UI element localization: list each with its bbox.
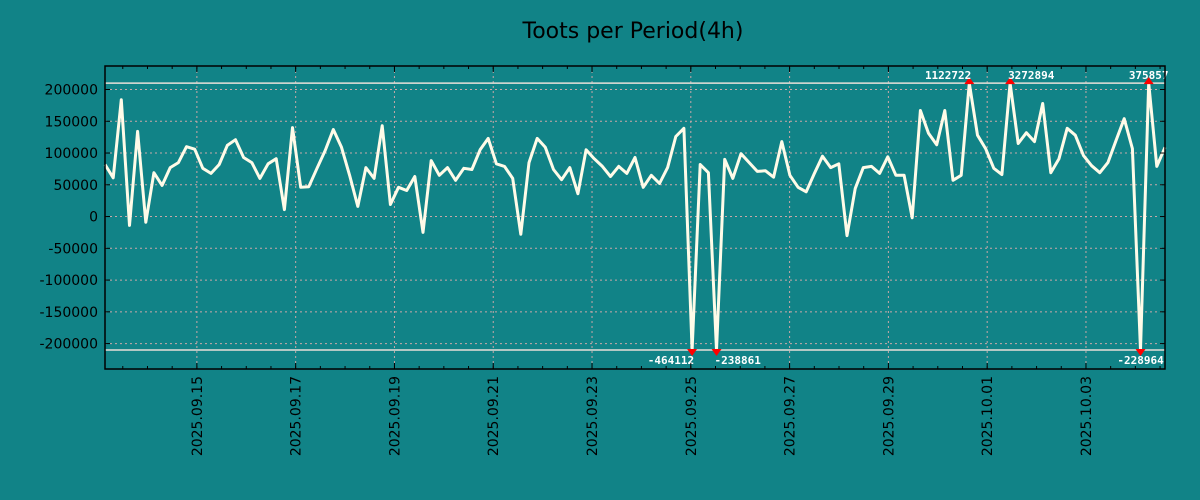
outlier-markers: -464112 -238861 1122722 3272894 -228964 37585…	[104, 69, 1169, 367]
outlier-label: -238861	[715, 354, 762, 367]
outlier-marker-up	[964, 77, 975, 85]
y-tick-label: -100000	[40, 273, 99, 289]
x-tick-label: 2025.09.21	[486, 376, 502, 456]
outlier-label: -464112	[648, 354, 694, 367]
outlier-label: -228964	[1117, 354, 1164, 367]
chart-title: Toots per Period(4h)	[522, 19, 744, 44]
y-tick-label: -150000	[40, 305, 99, 321]
outlier-marker-up	[1143, 77, 1154, 85]
grid	[105, 66, 1165, 369]
x-tick-label: 2025.09.23	[585, 376, 601, 456]
x-tick-label: 2025.09.15	[190, 376, 206, 456]
y-tick-label: -50000	[48, 241, 98, 257]
series-line-toots	[103, 81, 1167, 352]
outlier-marker-down	[711, 348, 722, 356]
y-tick-label: 100000	[45, 146, 98, 162]
x-tick-label: 2025.09.27	[783, 376, 799, 456]
axes: 200000 150000 100000 50000 0 -50000 -100000 -15…	[40, 65, 1166, 456]
y-tick-label: -200000	[40, 337, 99, 353]
clip-lines	[105, 82, 1165, 351]
x-tick-label: 2025.10.01	[980, 376, 996, 456]
outlier-label: 375857	[1129, 69, 1169, 82]
x-tick-label: 2025.09.25	[684, 376, 700, 456]
outlier-marker-up	[1005, 77, 1016, 85]
outlier-label: 1122722	[925, 69, 971, 82]
plot-frame	[104, 65, 1166, 370]
y-tick-label: 0	[89, 210, 98, 226]
x-tick-label: 2025.09.19	[387, 376, 403, 456]
x-tick-label: 2025.10.03	[1079, 376, 1095, 456]
x-tick-label: 2025.09.17	[289, 376, 305, 456]
y-tick-label: 50000	[53, 178, 98, 194]
outlier-marker-down	[1135, 348, 1146, 356]
outlier-marker-down	[687, 348, 698, 356]
y-tick-label: 200000	[45, 83, 98, 99]
x-tick-label: 2025.09.29	[881, 376, 897, 456]
series-group	[103, 81, 1167, 352]
y-tick-label: 150000	[45, 114, 98, 130]
outlier-label: 3272894	[1008, 69, 1055, 82]
